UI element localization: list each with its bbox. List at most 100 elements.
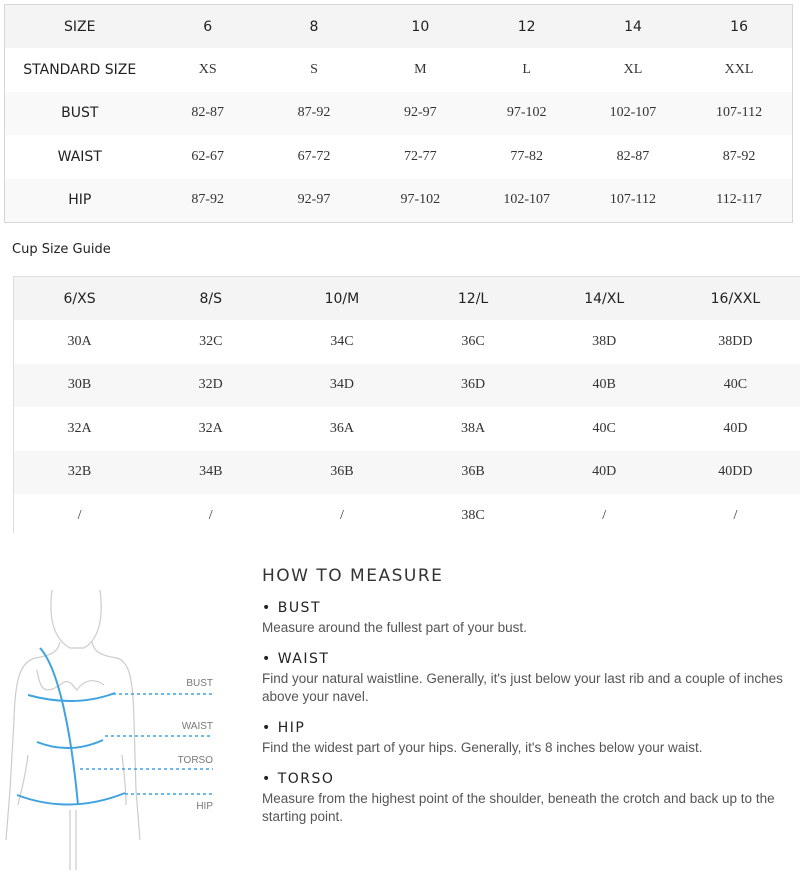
- table-cell: 40C: [592, 420, 616, 436]
- table-cell: 30B: [67, 377, 92, 393]
- table-cell: 87-92: [297, 105, 331, 121]
- header-cell: 6/XS: [14, 277, 146, 321]
- table-cell: 36B: [461, 464, 485, 480]
- header-cell: 6: [203, 18, 213, 35]
- table-row: BUST 82-87 87-92 92-97 97-102 102-107 107-112: [4, 91, 793, 136]
- section-heading: • HIP: [262, 720, 306, 736]
- table-cell: /: [77, 507, 82, 523]
- torso-section: • TORSO Measure from the highest point of…: [262, 771, 792, 826]
- table-cell: 67-72: [297, 148, 331, 164]
- section-text: Measure from the highest point of the sh…: [262, 791, 775, 824]
- table-cell: /: [602, 507, 607, 523]
- table-cell: 102-107: [609, 105, 657, 121]
- table-cell: 112-117: [716, 192, 762, 208]
- table-cell: 32D: [198, 377, 223, 393]
- cup-size-table-container: 6/XS 8/S 10/M 12/L 14/XL 16/XXL 30A 32C 34C 36C 38…: [13, 276, 800, 533]
- table-cell: XXL: [724, 62, 754, 78]
- section-heading: • TORSO: [262, 771, 335, 787]
- table-cell: 97-102: [400, 192, 441, 208]
- measurement-lines: [16, 647, 126, 806]
- table-cell: 97-102: [506, 105, 547, 121]
- hip-section: • HIP Find the widest part of your hips. …: [262, 720, 792, 757]
- how-to-measure: HOW TO MEASURE • BUST Measure around the …: [262, 566, 792, 840]
- how-to-measure-title: HOW TO MEASURE: [262, 566, 444, 586]
- table-row: STANDARD SIZE XS S M L XL XXL: [5, 48, 793, 91]
- table-cell: L: [522, 62, 531, 78]
- header-cell: 16/XXL: [669, 277, 800, 321]
- table-cell: M: [414, 62, 427, 78]
- table-cell: 92-97: [403, 105, 437, 121]
- header-row: SIZE 6 8 10 12 14 16: [4, 4, 793, 49]
- table-cell: 32A: [67, 420, 92, 436]
- table-cell: XL: [623, 62, 643, 78]
- table-cell: 38C: [461, 507, 485, 523]
- table-cell: 92-97: [297, 192, 331, 208]
- section-text: Find your natural waistline. Generally, …: [262, 671, 783, 704]
- table-cell: 38DD: [718, 334, 753, 350]
- table-row: 30B 32D 34D 36D 40B 40C: [14, 363, 800, 408]
- hip-label: HIP: [196, 801, 213, 812]
- cup-size-guide-title: Cup Size Guide: [12, 242, 111, 257]
- table-cell: 82-87: [616, 148, 650, 164]
- table-row: / / / 38C / /: [14, 494, 800, 533]
- table-cell: 36B: [330, 464, 354, 480]
- table-cell: 72-77: [403, 148, 437, 164]
- table-cell: 77-82: [510, 148, 543, 164]
- table-cell: /: [339, 507, 344, 523]
- header-cell: 12/L: [407, 277, 539, 321]
- header-cell: 8/S: [145, 277, 277, 321]
- header-cell: 14/XL: [538, 277, 670, 321]
- cup-size-table: 6/XS 8/S 10/M 12/L 14/XL 16/XXL 30A 32C 34C 36C 38…: [14, 277, 800, 533]
- table-cell: /: [208, 507, 213, 523]
- table-cell: STANDARD SIZE: [23, 62, 137, 79]
- table-cell: S: [310, 62, 318, 78]
- table-cell: 40DD: [718, 464, 753, 480]
- table-cell: 36D: [460, 377, 486, 393]
- header-cell: 14: [624, 18, 642, 35]
- table-row: 32A 32A 36A 38A 40C 40D: [14, 407, 800, 450]
- table-cell: 40D: [723, 420, 748, 436]
- section-heading: • WAIST: [262, 651, 330, 667]
- header-cell: 16: [730, 18, 748, 35]
- body-measurement-figure: BUST WAIST TORSO HIP: [5, 589, 213, 870]
- header-cell: 10/M: [276, 277, 408, 321]
- table-cell: 32C: [199, 334, 223, 350]
- table-cell: 30A: [67, 334, 92, 350]
- table-cell: 102-107: [503, 192, 550, 208]
- header-cell: 12: [517, 18, 536, 35]
- table-row: WAIST 62-67 67-72 72-77 77-82 82-87 87-92: [5, 135, 793, 178]
- table-cell: WAIST: [57, 148, 102, 165]
- table-cell: 87-92: [722, 148, 756, 164]
- table-cell: 34D: [329, 377, 354, 393]
- table-cell: /: [733, 507, 738, 523]
- table-cell: 40B: [592, 377, 616, 393]
- table-cell: 34B: [199, 464, 223, 480]
- table-cell: 36C: [461, 334, 485, 350]
- header-cell: 8: [309, 18, 319, 35]
- section-text: Measure around the fullest part of your …: [262, 620, 527, 635]
- table-cell: 107-112: [715, 105, 763, 121]
- header-cell: 10: [411, 18, 430, 35]
- size-table: SIZE 6 8 10 12 14 16 STANDARD SIZE XS S M L XL XXL BUS…: [4, 4, 793, 223]
- body-outline: [5, 589, 141, 870]
- header-cell: SIZE: [64, 18, 96, 35]
- table-cell: XS: [198, 62, 217, 78]
- section-text: Find the widest part of your hips. Gener…: [262, 740, 703, 755]
- table-cell: 107-112: [609, 192, 657, 208]
- table-row: 32B 34B 36B 36B 40D 40DD: [14, 450, 800, 494]
- table-cell: 32A: [198, 420, 223, 436]
- label-leader-lines: [80, 693, 213, 795]
- table-row: HIP 87-92 92-97 97-102 102-107 107-112 112-117: [4, 178, 793, 223]
- bust-section: • BUST Measure around the fullest part of…: [262, 600, 792, 637]
- table-cell: 32B: [67, 464, 92, 480]
- table-cell: 40C: [723, 377, 748, 393]
- table-cell: HIP: [68, 192, 92, 209]
- table-cell: 62-67: [191, 148, 224, 164]
- waist-label: WAIST: [182, 721, 213, 732]
- table-cell: 82-87: [191, 105, 224, 121]
- table-cell: 34C: [330, 334, 354, 350]
- table-row: 30A 32C 34C 36C 38D 38DD: [14, 320, 800, 363]
- table-cell: 36A: [329, 420, 354, 436]
- waist-section: • WAIST Find your natural waistline. Gene…: [262, 651, 792, 706]
- header-row: 6/XS 8/S 10/M 12/L 14/XL 16/XXL: [14, 277, 800, 321]
